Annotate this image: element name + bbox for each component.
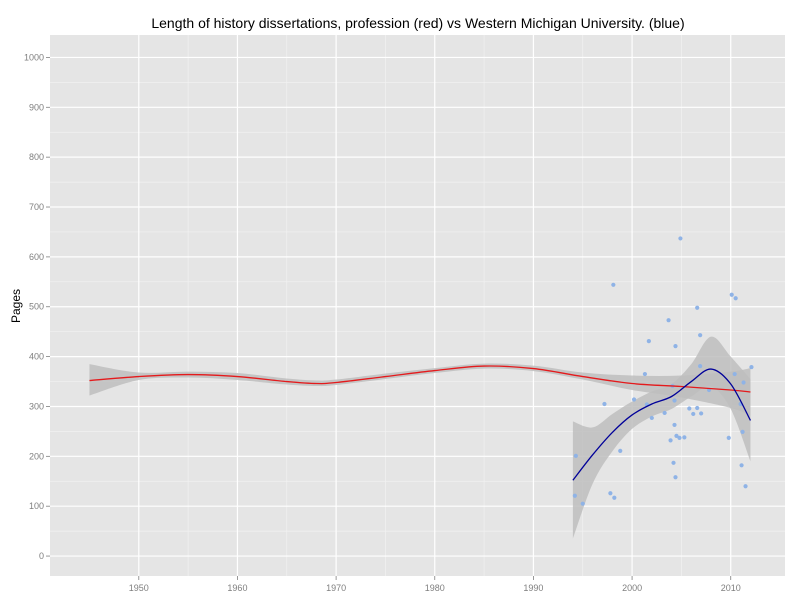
y-tick-label: 100 bbox=[29, 501, 44, 511]
y-tick-label: 900 bbox=[29, 102, 44, 112]
y-tick-label: 600 bbox=[29, 252, 44, 262]
data-point bbox=[608, 491, 613, 496]
data-point bbox=[698, 333, 703, 338]
data-point bbox=[573, 453, 578, 458]
data-point bbox=[618, 448, 623, 453]
data-point bbox=[673, 475, 678, 480]
data-point bbox=[668, 438, 673, 443]
x-tick-label: 2010 bbox=[721, 583, 741, 593]
data-point bbox=[687, 406, 692, 411]
y-tick-label: 400 bbox=[29, 352, 44, 362]
data-point bbox=[741, 380, 746, 385]
data-point bbox=[646, 339, 651, 344]
y-tick-label: 700 bbox=[29, 202, 44, 212]
x-tick-label: 1980 bbox=[425, 583, 445, 593]
data-points bbox=[572, 236, 754, 506]
data-point bbox=[677, 435, 682, 440]
data-point bbox=[695, 305, 700, 310]
smooth-lines bbox=[89, 365, 752, 481]
chart-title: Length of history dissertations, profess… bbox=[151, 15, 684, 31]
data-point bbox=[631, 397, 637, 402]
data-point bbox=[729, 292, 734, 297]
y-tick-label: 200 bbox=[29, 451, 44, 461]
y-tick-label: 300 bbox=[29, 401, 44, 411]
y-tick-label: 0 bbox=[39, 551, 44, 561]
y-tick-label: 500 bbox=[29, 302, 44, 312]
trend-line-profession bbox=[89, 365, 751, 393]
data-point bbox=[671, 460, 676, 465]
data-point bbox=[649, 415, 654, 421]
data-point bbox=[691, 411, 696, 417]
data-point bbox=[673, 344, 678, 349]
x-tick-label: 2000 bbox=[622, 583, 642, 593]
trend-line-wmu bbox=[572, 368, 752, 481]
y-tick-label: 800 bbox=[29, 152, 44, 162]
x-tick-label: 1960 bbox=[227, 583, 247, 593]
data-point bbox=[572, 493, 577, 498]
data-point bbox=[698, 363, 703, 369]
data-point bbox=[699, 411, 704, 416]
grid-minor bbox=[50, 35, 785, 576]
data-point bbox=[611, 282, 616, 287]
data-point bbox=[674, 433, 679, 438]
data-point bbox=[666, 318, 671, 323]
data-point bbox=[682, 435, 687, 440]
data-point bbox=[749, 364, 754, 370]
data-point bbox=[739, 463, 744, 468]
data-point bbox=[672, 398, 677, 403]
data-point bbox=[743, 484, 748, 489]
data-point bbox=[726, 435, 731, 440]
confidence-band-wmu bbox=[572, 336, 751, 539]
data-point bbox=[612, 495, 617, 500]
plot-panel bbox=[50, 35, 785, 576]
x-tick-label: 1990 bbox=[523, 583, 543, 593]
data-point bbox=[678, 236, 683, 241]
x-axis-ticks: 1950 1960 1970 1980 1990 2000 2010 bbox=[129, 576, 741, 593]
data-point bbox=[732, 371, 737, 377]
data-point bbox=[672, 422, 677, 428]
data-point bbox=[733, 296, 738, 301]
x-tick-label: 1950 bbox=[129, 583, 149, 593]
data-point bbox=[695, 405, 700, 411]
y-tick-label: 1000 bbox=[24, 52, 44, 62]
data-point bbox=[580, 501, 585, 506]
y-axis-title: Pages bbox=[9, 289, 23, 323]
data-point bbox=[740, 429, 745, 434]
y-axis-ticks: 0 100 200 300 400 500 600 700 800 900 1000 bbox=[24, 52, 50, 561]
x-tick-label: 1970 bbox=[326, 583, 346, 593]
data-point bbox=[602, 401, 607, 407]
data-point bbox=[662, 410, 667, 416]
data-point bbox=[642, 371, 648, 377]
